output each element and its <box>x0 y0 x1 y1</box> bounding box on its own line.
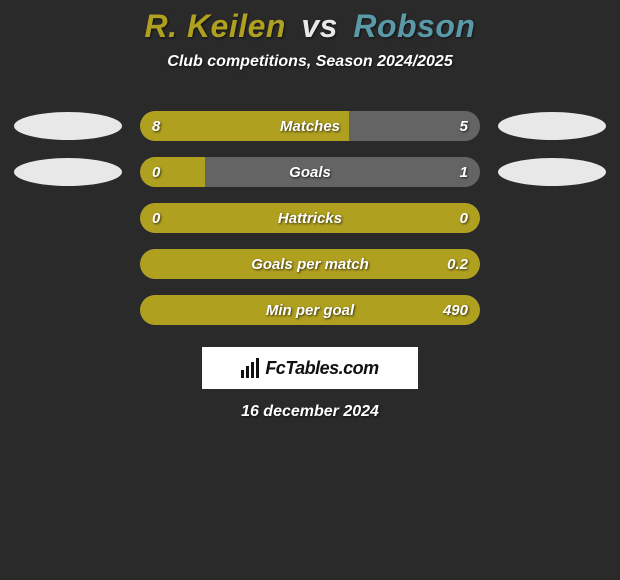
subtitle: Club competitions, Season 2024/2025 <box>0 53 620 71</box>
bar-fill-left <box>140 203 480 233</box>
spacer <box>498 250 606 278</box>
player2-name: Robson <box>353 8 475 44</box>
bar-fill-left <box>140 295 480 325</box>
stat-rows: Matches85 Goals01 Hattricks00 Goals per mat… <box>0 111 620 325</box>
logo-box: FcTables.com <box>202 347 418 389</box>
stat-bar: Matches85 <box>140 111 480 141</box>
stat-bar: Goals01 <box>140 157 480 187</box>
stat-row: Min per goal490 <box>0 295 620 325</box>
bar-fill-left <box>140 157 205 187</box>
stat-value-right: 5 <box>460 111 468 141</box>
page-title: R. Keilen vs Robson <box>0 8 620 45</box>
spacer <box>14 250 122 278</box>
spacer <box>498 296 606 324</box>
bar-fill-left <box>140 249 480 279</box>
stat-value-right: 1 <box>460 157 468 187</box>
spacer <box>14 204 122 232</box>
stat-row: Goals01 <box>0 157 620 187</box>
logo-text: FcTables.com <box>265 358 378 379</box>
stat-bar: Min per goal490 <box>140 295 480 325</box>
stat-bar: Hattricks00 <box>140 203 480 233</box>
spacer <box>498 204 606 232</box>
player2-badge <box>498 112 606 140</box>
comparison-container: R. Keilen vs Robson Club competitions, S… <box>0 0 620 421</box>
player1-badge <box>14 112 122 140</box>
player1-badge <box>14 158 122 186</box>
stat-row: Goals per match0.2 <box>0 249 620 279</box>
bar-chart-icon <box>241 358 259 378</box>
bar-fill-left <box>140 111 349 141</box>
spacer <box>14 296 122 324</box>
vs-text: vs <box>301 8 338 44</box>
player2-badge <box>498 158 606 186</box>
stat-row: Hattricks00 <box>0 203 620 233</box>
player1-name: R. Keilen <box>145 8 286 44</box>
stat-row: Matches85 <box>0 111 620 141</box>
date-text: 16 december 2024 <box>0 403 620 421</box>
stat-bar: Goals per match0.2 <box>140 249 480 279</box>
